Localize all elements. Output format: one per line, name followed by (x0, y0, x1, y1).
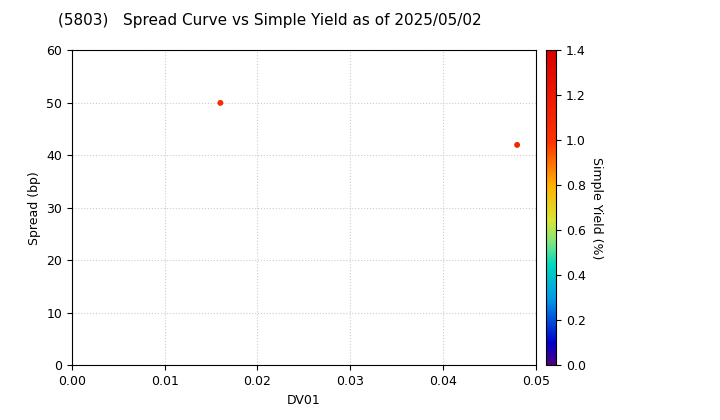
Y-axis label: Spread (bp): Spread (bp) (28, 171, 41, 245)
Y-axis label: Simple Yield (%): Simple Yield (%) (590, 157, 603, 259)
Point (511, 142, 523, 148)
Text: (5803)   Spread Curve vs Simple Yield as of 2025/05/02: (5803) Spread Curve vs Simple Yield as o… (58, 13, 481, 28)
Point (215, 100, 226, 106)
X-axis label: DV01: DV01 (287, 394, 320, 407)
